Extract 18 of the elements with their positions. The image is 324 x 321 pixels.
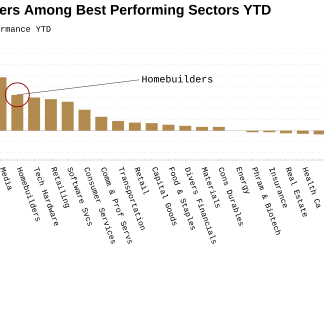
bar (44, 99, 57, 131)
bar (62, 102, 74, 131)
bar (179, 126, 192, 131)
bar (128, 122, 141, 131)
bar (296, 130, 309, 134)
bar (280, 130, 292, 134)
bar (28, 98, 40, 131)
bar (196, 126, 208, 131)
annotation: Homebuilders (142, 75, 212, 83)
bar (112, 121, 124, 131)
bar (212, 126, 225, 131)
bar (95, 116, 108, 131)
bar (11, 94, 24, 131)
chart-subtitle: rmance YTD (1, 26, 51, 32)
bar (78, 110, 90, 131)
bar (146, 123, 158, 131)
bar (162, 124, 174, 131)
chart-title: ers Among Best Performing Sectors YTD (0, 4, 271, 18)
